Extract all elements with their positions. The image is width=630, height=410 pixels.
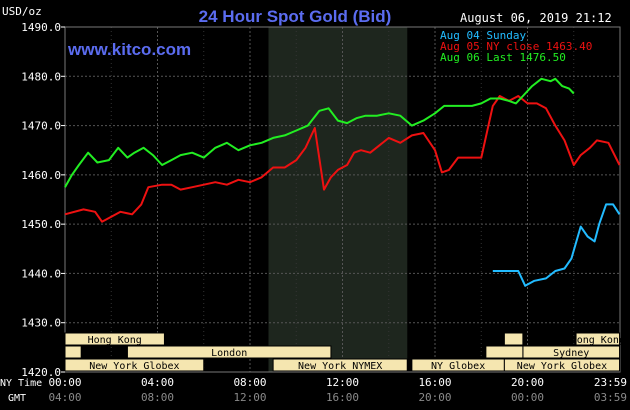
session-bar: [503, 332, 524, 346]
session-label: New York Globex: [89, 361, 179, 372]
y-tick-label: 1440.0: [21, 267, 61, 280]
session-bar: [272, 358, 408, 372]
legend: Aug 04 Sunday Aug 05 NY close 1463.40 Au…: [440, 29, 592, 64]
x-tick-label-ny: 23:59: [594, 376, 627, 389]
y-tick-label: 1490.0: [21, 21, 61, 34]
x-tick-label-gmt: 16:00: [326, 391, 359, 404]
legend-item-aug06: Aug 06 Last 1476.50: [440, 51, 566, 64]
session-bar: [503, 358, 621, 372]
x-tick-label-ny: 12:00: [326, 376, 359, 389]
x-tick-label-ny: 08:00: [233, 376, 266, 389]
session-label: New York Globex: [517, 361, 607, 372]
series-line-2: [64, 95, 621, 223]
series-line-3: [64, 77, 575, 188]
session-label: NY Globex: [431, 361, 485, 372]
legend-item-aug05: Aug 05 NY close 1463.40: [440, 40, 592, 53]
ny-time-row-label: NY Time: [0, 378, 42, 389]
y-axis-ticks: 1490.0 1480.0 1470.0 1460.0 1450.0 1440.0 1430…: [21, 21, 65, 379]
session-label: New York NYMEX: [298, 361, 382, 372]
x-axis-ticks: 00:00 04:00 04:00 08:00 08:00 12:00 12:00 16:00…: [48, 376, 627, 404]
series-line-1: [492, 203, 621, 287]
x-tick-label-ny: 20:00: [511, 376, 544, 389]
session-label: Hong Kong: [571, 335, 625, 346]
x-tick-label-gmt: 04:00: [48, 391, 81, 404]
session-bar: [126, 345, 332, 359]
series-lines: [64, 77, 621, 287]
y-tick-label: 1430.0: [21, 317, 61, 330]
x-tick-label-gmt: 00:00: [511, 391, 544, 404]
x-tick-label-gmt: 20:00: [418, 391, 451, 404]
grid: [64, 26, 620, 373]
session-label: Sydney: [553, 348, 589, 359]
watermark: www.kitco.com: [67, 40, 191, 59]
session-label: London: [211, 348, 247, 359]
session-bar: [575, 332, 621, 346]
legend-item-aug04: Aug 04 Sunday: [440, 29, 526, 42]
y-tick-label: 1420.0: [21, 366, 61, 379]
y-tick-label: 1450.0: [21, 218, 61, 231]
plot-frame: [64, 26, 621, 373]
chart-title: 24 Hour Spot Gold (Bid): [199, 7, 392, 26]
session-label: Hong Kong: [88, 335, 142, 346]
x-tick-label-gmt: 08:00: [141, 391, 174, 404]
x-tick-label-ny: 04:00: [141, 376, 174, 389]
y-tick-label: 1480.0: [21, 70, 61, 83]
nymex-shade-rect: [268, 27, 408, 372]
datetime-label: August 06, 2019 21:12: [460, 11, 612, 25]
plot-border: [64, 26, 621, 373]
x-tick-label-gmt: 03:59: [594, 391, 627, 404]
trading-sessions: Hong Kong London New York Globex New York N…: [64, 332, 625, 372]
session-bar: [485, 345, 524, 359]
x-tick-label-ny: 00:00: [48, 376, 81, 389]
unit-label: USD/oz: [2, 5, 42, 18]
y-tick-label: 1470.0: [21, 120, 61, 133]
x-tick-label-ny: 16:00: [418, 376, 451, 389]
session-bar: [64, 358, 205, 372]
gmt-row-label: GMT: [8, 393, 26, 404]
y-tick-label: 1460.0: [21, 169, 61, 182]
nymex-shade: [268, 27, 408, 372]
session-bar: [64, 332, 165, 346]
x-tick-label-gmt: 12:00: [233, 391, 266, 404]
session-bar: [64, 345, 82, 359]
